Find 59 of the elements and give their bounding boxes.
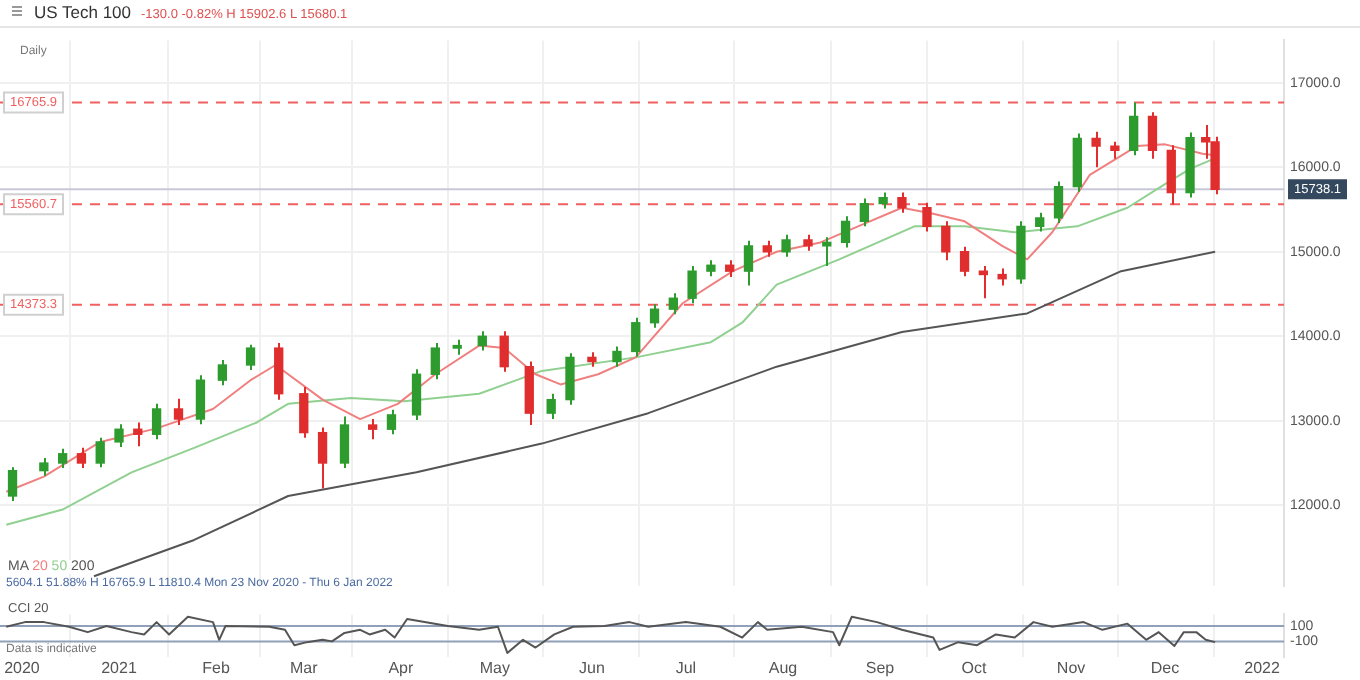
candlestick [95,436,105,469]
candlestick [649,303,660,329]
candlestick [411,368,422,421]
x-tick-label: Dec [1150,658,1180,677]
candlestick [546,392,556,421]
candlestick [1053,180,1064,224]
candlestick [959,245,970,278]
candlestick [631,316,641,358]
candlestick [274,342,284,401]
candlestick [339,415,350,470]
candlestick [477,330,487,352]
candlestick [941,220,951,262]
x-tick-label: Feb [202,658,231,677]
candlestick [922,201,932,233]
candlestick [317,426,328,490]
x-tick-label: Jul [675,658,697,677]
candlestick [499,330,509,373]
candlestick [612,345,622,368]
candlestick [687,265,697,305]
x-tick-label: 2020 [4,658,41,677]
x-tick-label: Aug [768,658,798,677]
x-tick-label: 2021 [101,658,138,677]
candlestick [57,447,68,470]
candlestick [1147,111,1158,160]
x-tick-label: Oct [961,658,988,677]
candlestick [151,402,162,441]
candlestick [430,342,440,381]
candlestick [840,215,851,249]
candlestick [368,418,378,441]
candlestick [743,239,754,287]
x-tick-label: Jun [578,658,605,677]
candlestick [1091,130,1101,169]
candlestick [76,446,87,470]
candlestick [978,265,989,300]
candlestick [195,374,206,426]
x-tick-label: Nov [1056,658,1086,677]
candlestick [565,352,575,406]
candlestick [524,360,534,426]
x-tick-label: Apr [388,658,414,677]
candlestick [133,421,143,448]
candlestick [668,292,678,316]
x-tick-label: Sep [865,658,896,677]
x-tick-label: May [479,658,510,677]
candlestick [781,233,791,258]
candlestick [1166,144,1176,206]
candlestick [114,423,124,448]
candlestick [217,358,228,387]
candlestick [173,397,184,426]
candlestick [386,408,397,436]
x-tick-label: 2022 [1244,658,1281,677]
candlestick [1129,101,1139,157]
candlestick [7,466,18,503]
candlestick [897,191,907,214]
candlestick [1035,211,1045,233]
candlestick [245,343,256,372]
candlestick [859,197,870,228]
candlestick [299,385,309,439]
x-tick-label: Mar [289,658,319,677]
chart-title: US Tech 100 [34,2,132,22]
